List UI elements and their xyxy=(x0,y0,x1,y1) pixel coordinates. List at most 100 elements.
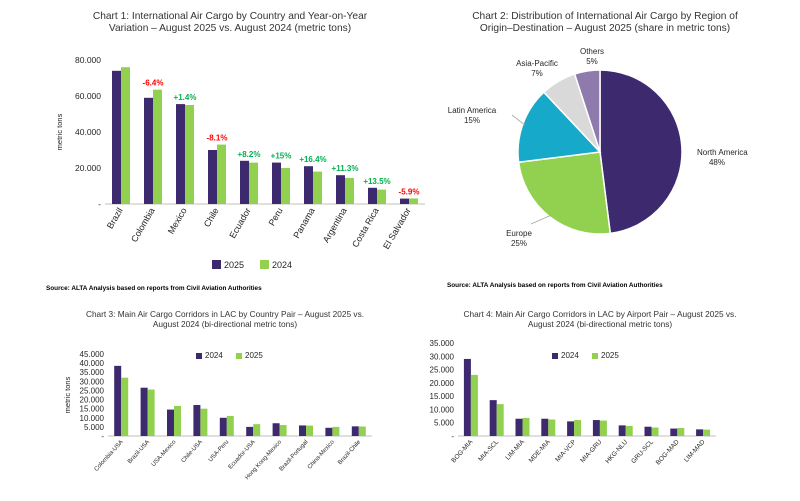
y-tick-label: 25.000 xyxy=(430,366,455,375)
x-tick-label: Chile xyxy=(202,206,221,229)
variation-label: +15% xyxy=(271,152,292,161)
variation-label: +13.5% xyxy=(363,177,390,186)
bar-2024 xyxy=(193,405,201,436)
x-tick-label: Argentina xyxy=(321,206,349,244)
y-tick-label: 20.000 xyxy=(430,379,455,388)
bar-2025 xyxy=(574,420,582,436)
y-tick-label: 35.000 xyxy=(80,368,105,377)
bar-2024 xyxy=(515,418,523,436)
x-tick-label: USA-Peru xyxy=(208,439,231,463)
y-tick-label: - xyxy=(451,432,454,441)
variation-label: +16.4% xyxy=(299,155,326,164)
y-tick-label: - xyxy=(98,199,101,209)
bar-2025 xyxy=(121,377,129,436)
y-tick-label: 25.000 xyxy=(80,386,105,395)
slice-label: Europe xyxy=(506,229,532,238)
x-tick-label: LIM-MAD xyxy=(683,438,707,463)
bar-2024 xyxy=(644,426,652,436)
bar-2024 xyxy=(313,171,322,204)
slice-percent: 7% xyxy=(531,69,543,78)
x-tick-label: LIM-MIA xyxy=(504,438,526,461)
legend-swatch-2025 xyxy=(236,353,242,359)
bar-2025 xyxy=(332,426,340,436)
legend-label-2025: 2025 xyxy=(245,351,263,360)
bar-2024 xyxy=(345,177,354,204)
slice-label: Latin America xyxy=(448,106,497,115)
bar-2024 xyxy=(463,358,471,436)
bar-2024 xyxy=(219,417,227,436)
bar-2024 xyxy=(299,425,306,436)
bar-2024 xyxy=(567,421,575,436)
x-tick-label: Colombia xyxy=(129,206,157,244)
variation-label: -6.4% xyxy=(143,79,164,88)
y-tick-label: 30.000 xyxy=(430,352,455,361)
bar-2025 xyxy=(548,419,556,436)
legend-swatch-2025 xyxy=(592,353,598,359)
bar-2025 xyxy=(226,415,234,436)
bar-2024 xyxy=(541,418,549,436)
bar-2024 xyxy=(185,105,194,204)
y-tick-label: 45.000 xyxy=(80,350,105,359)
bar-2024 xyxy=(167,409,174,436)
y-tick-label: 40.000 xyxy=(75,127,101,137)
y-tick-label: 30.000 xyxy=(80,377,105,386)
slice-percent: 15% xyxy=(464,116,480,125)
pie-slice xyxy=(517,151,612,235)
bar-2024 xyxy=(121,67,130,204)
x-tick-label: BOG-MIA xyxy=(450,438,474,464)
bar-2024 xyxy=(281,168,290,204)
y-tick-label: 20.000 xyxy=(75,163,101,173)
bar-2024 xyxy=(325,427,333,436)
source-note-left: Source: ALTA Analysis based on reports f… xyxy=(46,285,262,292)
x-tick-label: Panama xyxy=(291,206,316,240)
chart2-title: Chart 2: Distribution of International A… xyxy=(472,11,738,34)
slice-label: North America xyxy=(697,148,748,157)
x-tick-label: Brazil-Portugal xyxy=(279,439,310,472)
legend-label-2025: 2025 xyxy=(224,260,244,270)
bar-2024 xyxy=(246,426,254,436)
bar-2025 xyxy=(368,187,377,204)
bar-2025 xyxy=(279,425,287,436)
x-tick-label: Chile-USA xyxy=(181,439,204,464)
bar-2025 xyxy=(144,97,153,204)
bar-2024 xyxy=(489,400,497,436)
x-tick-label: GRU-SCL xyxy=(630,438,655,465)
slice-percent: 48% xyxy=(709,158,725,167)
y-tick-label: 10.000 xyxy=(80,414,105,423)
bar-2025 xyxy=(677,428,685,436)
variation-label: +8.2% xyxy=(238,150,261,159)
leader-line xyxy=(530,214,552,225)
bar-2024 xyxy=(217,144,226,204)
bar-2025 xyxy=(470,374,478,436)
bar-2025 xyxy=(522,417,530,436)
bar-2025 xyxy=(208,150,217,204)
slice-percent: 5% xyxy=(586,57,598,66)
y-axis-label: metric tons xyxy=(55,113,64,150)
bar-2025 xyxy=(174,405,181,436)
x-tick-label: Colombia-USA xyxy=(94,439,125,473)
y-tick-label: 15.000 xyxy=(80,405,105,414)
bar-2024 xyxy=(592,420,600,436)
x-tick-label: Brazil-Chile xyxy=(337,439,362,466)
slice-label: Others xyxy=(580,47,604,56)
bar-2025 xyxy=(240,160,249,204)
x-tick-label: MIA-GRU xyxy=(579,438,603,464)
x-tick-label: MDE-MIA xyxy=(528,438,552,464)
bar-2025 xyxy=(703,429,711,436)
x-tick-label: HKG-NLU xyxy=(604,438,629,465)
bar-2024 xyxy=(140,387,148,436)
y-tick-label: 35.000 xyxy=(430,339,455,348)
bar-2025 xyxy=(304,166,313,204)
y-tick-label: 10.000 xyxy=(430,405,455,414)
bar-2025 xyxy=(176,104,185,204)
y-tick-label: 60.000 xyxy=(75,91,101,101)
variation-label: -5.9% xyxy=(399,187,420,196)
chart1-title: Chart 1: International Air Cargo by Coun… xyxy=(92,11,368,34)
x-tick-label: El Salvador xyxy=(381,206,413,251)
bar-2025 xyxy=(200,408,208,436)
bar-2024 xyxy=(409,198,418,204)
x-tick-label: Ecuador-USA xyxy=(228,439,257,470)
legend-swatch-2024 xyxy=(552,353,558,359)
bar-2024 xyxy=(153,89,162,204)
